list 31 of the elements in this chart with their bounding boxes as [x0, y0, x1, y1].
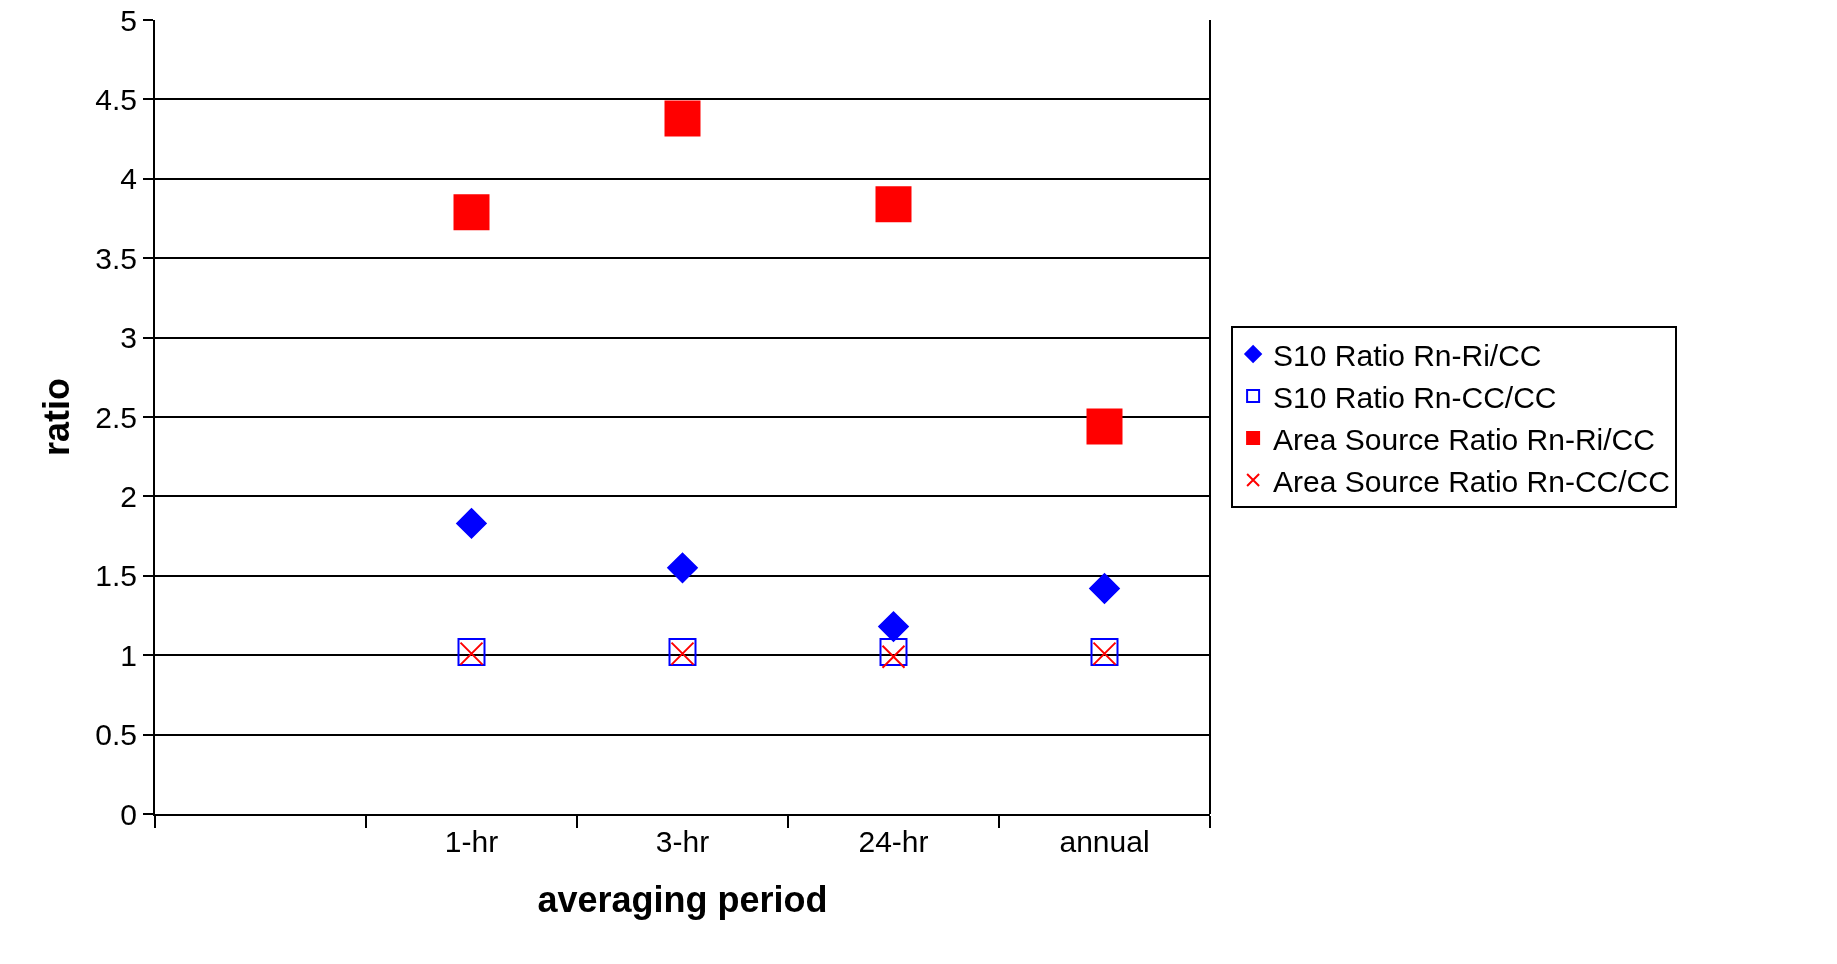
- point: [881, 644, 906, 669]
- y-tick-label: 1: [120, 638, 137, 672]
- legend-label: Area Source Ratio Rn-Ri/CC: [1273, 422, 1655, 456]
- y-tick-label: 4: [120, 162, 137, 196]
- x-tick-label: annual: [1059, 825, 1150, 858]
- point: [875, 186, 912, 223]
- x-axis-title: averaging period: [537, 879, 828, 921]
- point: [1086, 408, 1123, 445]
- y-axis-title: ratio: [35, 377, 77, 457]
- x-tick-label: 24-hr: [858, 825, 929, 858]
- x-tick-label: 3-hr: [655, 825, 710, 858]
- point: [1089, 573, 1120, 604]
- y-tick-label: 1.5: [95, 559, 137, 593]
- legend-label: S10 Ratio Rn-Ri/CC: [1273, 338, 1542, 372]
- y-tick-label: 3.5: [95, 241, 137, 275]
- y-tick-label: 0: [120, 797, 137, 831]
- point: [878, 611, 909, 642]
- legend-label: Area Source Ratio Rn-CC/CC: [1273, 464, 1670, 498]
- y-tick-label: 3: [120, 321, 137, 355]
- point: [453, 194, 490, 231]
- y-tick-label: 5: [120, 3, 137, 37]
- y-tick-label: 0.5: [95, 718, 137, 752]
- legend-label: S10 Ratio Rn-CC/CC: [1273, 380, 1557, 414]
- y-tick-label: 2: [120, 479, 137, 513]
- y-tick-label: 2.5: [95, 400, 137, 434]
- point: [667, 552, 698, 584]
- point: [456, 508, 487, 539]
- point: [879, 638, 908, 667]
- x-tick-label: 1-hr: [444, 825, 499, 858]
- point: [664, 100, 701, 137]
- y-tick-label: 4.5: [95, 82, 137, 116]
